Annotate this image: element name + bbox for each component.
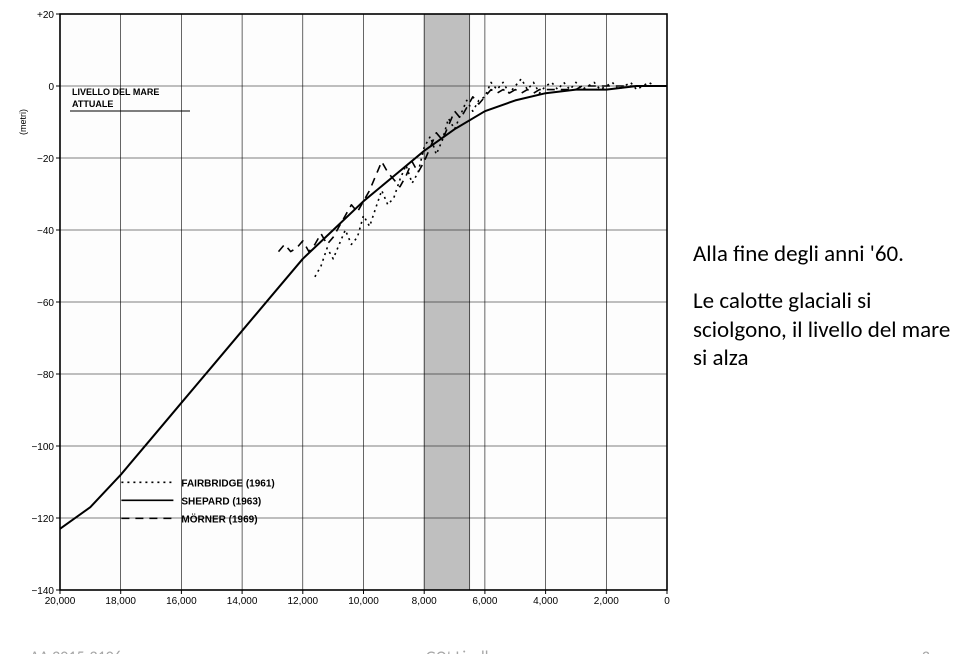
svg-text:−120: −120 — [31, 514, 54, 525]
svg-text:FAIRBRIDGE (1961): FAIRBRIDGE (1961) — [181, 478, 274, 489]
svg-text:+20: +20 — [37, 10, 54, 21]
sea-level-chart: +200−20−40−60−80−100−120−14020,00018,000… — [12, 0, 682, 620]
footer-right: 2 — [922, 648, 930, 654]
svg-text:0: 0 — [48, 82, 54, 93]
svg-text:0: 0 — [664, 596, 670, 607]
svg-text:−80: −80 — [37, 370, 54, 381]
svg-text:−100: −100 — [31, 442, 54, 453]
svg-text:ATTUALE: ATTUALE — [72, 99, 113, 109]
svg-text:LIVELLO DEL MARE: LIVELLO DEL MARE — [72, 87, 159, 97]
footer-center: GQt Livello mare — [0, 648, 960, 654]
svg-text:MÖRNER (1969): MÖRNER (1969) — [181, 512, 257, 525]
svg-text:(metri): (metri) — [18, 109, 28, 135]
svg-text:4,000: 4,000 — [533, 596, 558, 607]
svg-text:18,000: 18,000 — [105, 596, 136, 607]
svg-text:10,000: 10,000 — [348, 596, 379, 607]
svg-text:−20: −20 — [37, 154, 54, 165]
svg-text:6,000: 6,000 — [472, 596, 497, 607]
svg-text:14,000: 14,000 — [227, 596, 258, 607]
side-caption: Alla fine degli anni '60. Le calotte gla… — [693, 240, 953, 373]
caption-line-1: Alla fine degli anni '60. — [693, 240, 953, 269]
slide: +200−20−40−60−80−100−120−14020,00018,000… — [0, 0, 960, 654]
caption-line-2: Le calotte glaciali si sciolgono, il liv… — [693, 287, 953, 373]
svg-text:8,000: 8,000 — [412, 596, 437, 607]
svg-text:16,000: 16,000 — [166, 596, 197, 607]
svg-text:−40: −40 — [37, 226, 54, 237]
svg-text:20,000: 20,000 — [45, 596, 76, 607]
svg-text:2,000: 2,000 — [594, 596, 619, 607]
svg-text:12,000: 12,000 — [288, 596, 319, 607]
svg-text:SHEPARD (1963): SHEPARD (1963) — [181, 496, 261, 507]
svg-text:−60: −60 — [37, 298, 54, 309]
